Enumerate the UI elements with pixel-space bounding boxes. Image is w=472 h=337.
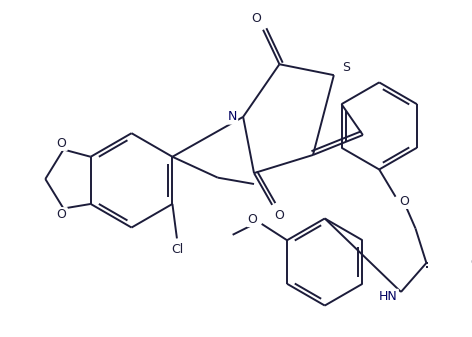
Text: O: O <box>57 137 67 150</box>
Text: O: O <box>57 208 67 221</box>
Text: O: O <box>275 209 284 222</box>
Text: O: O <box>400 195 410 208</box>
Text: Cl: Cl <box>171 243 183 256</box>
Text: HN: HN <box>379 290 398 303</box>
Text: N: N <box>228 110 237 123</box>
Text: O: O <box>251 12 261 25</box>
Text: O: O <box>248 213 258 226</box>
Text: O: O <box>471 256 472 269</box>
Text: S: S <box>343 61 351 74</box>
